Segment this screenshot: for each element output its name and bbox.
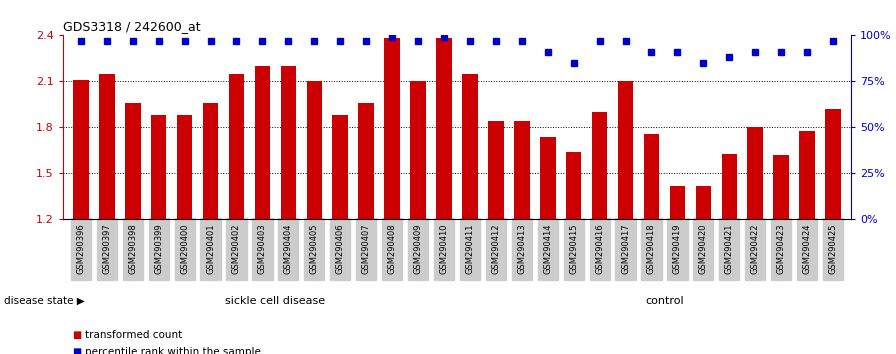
- Bar: [773, 155, 789, 219]
- Bar: [799, 131, 814, 219]
- Text: ■: ■: [72, 347, 81, 354]
- Text: percentile rank within the sample: percentile rank within the sample: [85, 347, 261, 354]
- Text: control: control: [645, 296, 684, 306]
- Bar: [721, 154, 737, 219]
- Bar: [332, 115, 348, 219]
- Bar: [125, 103, 141, 219]
- Bar: [358, 103, 374, 219]
- Bar: [151, 115, 167, 219]
- Bar: [228, 74, 245, 219]
- Bar: [202, 103, 219, 219]
- Bar: [695, 186, 711, 219]
- Bar: [99, 74, 115, 219]
- Bar: [462, 74, 478, 219]
- Bar: [384, 39, 400, 219]
- Text: ■: ■: [72, 330, 81, 339]
- Bar: [643, 133, 659, 219]
- Bar: [436, 39, 452, 219]
- Bar: [617, 81, 633, 219]
- Bar: [254, 66, 271, 219]
- Bar: [280, 66, 297, 219]
- Bar: [669, 186, 685, 219]
- Bar: [73, 80, 89, 219]
- Bar: [825, 109, 840, 219]
- Text: sickle cell disease: sickle cell disease: [225, 296, 325, 306]
- Bar: [747, 127, 763, 219]
- Bar: [306, 81, 322, 219]
- Text: disease state ▶: disease state ▶: [4, 296, 85, 306]
- Text: transformed count: transformed count: [85, 330, 183, 339]
- Bar: [566, 152, 582, 219]
- Bar: [410, 81, 426, 219]
- Bar: [177, 115, 193, 219]
- Bar: [514, 121, 530, 219]
- Bar: [488, 121, 504, 219]
- Bar: [592, 112, 607, 219]
- Bar: [540, 137, 556, 219]
- Text: GDS3318 / 242600_at: GDS3318 / 242600_at: [63, 20, 201, 33]
